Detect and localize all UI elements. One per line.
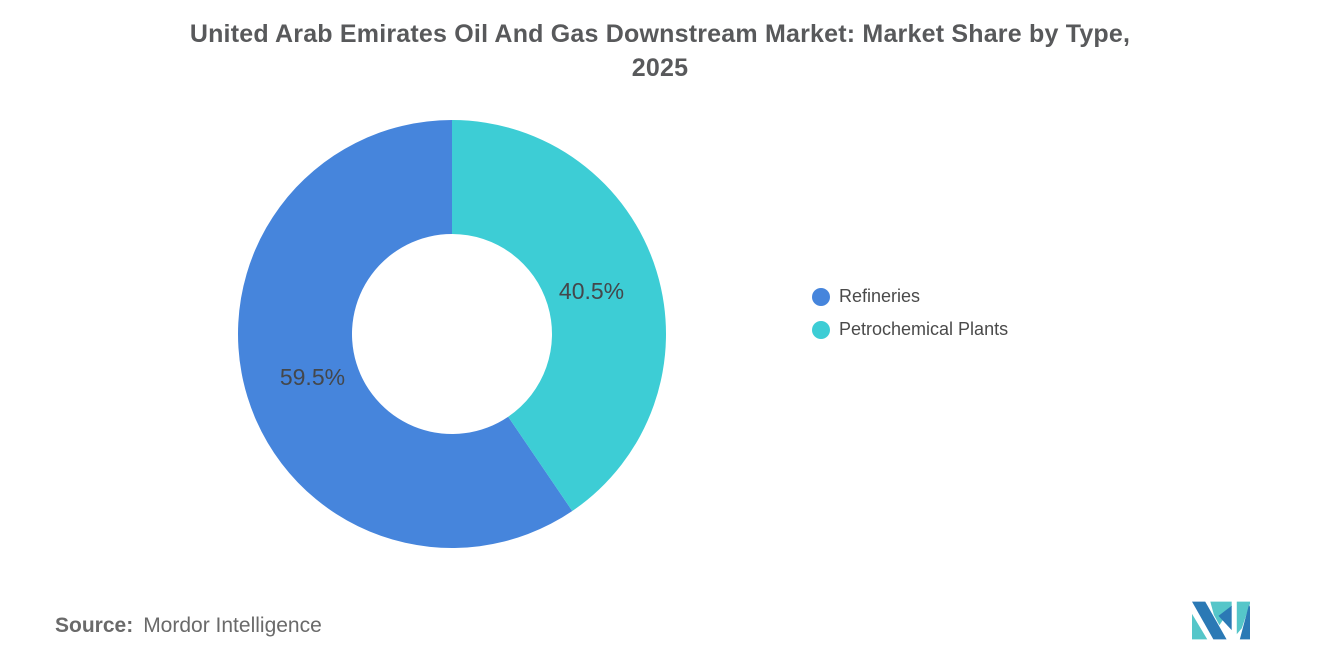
legend-label-refineries: Refineries bbox=[839, 286, 921, 306]
donut-slice-refineries[interactable] bbox=[237, 120, 573, 548]
chart-title-line2: 2025 bbox=[631, 54, 689, 82]
logo-shape-teal-right bbox=[1236, 601, 1250, 635]
logo-shape-blue-diagonal bbox=[1192, 601, 1227, 640]
legend-item-petrochemical-plants[interactable]: Petrochemical Plants bbox=[812, 320, 1008, 339]
logo-shape-blue-bar bbox=[1239, 604, 1250, 640]
legend-marker-refineries bbox=[812, 287, 830, 306]
logo-shape-teal-middle bbox=[1210, 601, 1232, 626]
mordor-intelligence-logo bbox=[1192, 601, 1250, 640]
legend-item-refineries[interactable]: Refineries bbox=[812, 287, 1008, 306]
chart-title-line1: United Arab Emirates Oil And Gas Downstr… bbox=[189, 20, 1131, 48]
chart-title: United Arab Emirates Oil And Gas Downstr… bbox=[0, 17, 1320, 85]
source-value: Mordor Intelligence bbox=[143, 614, 322, 637]
donut-chart: 59.5% 40.5% bbox=[236, 118, 668, 550]
slice-label-petrochemical-plants: 40.5% bbox=[559, 278, 624, 304]
slice-label-refineries: 59.5% bbox=[280, 364, 345, 390]
legend-label-petrochemical-plants: Petrochemical Plants bbox=[839, 319, 1009, 339]
legend-marker-petrochemical-plants bbox=[812, 320, 830, 339]
source-label: Source: bbox=[55, 614, 134, 637]
logo-shape-blue-notch bbox=[1218, 605, 1232, 631]
donut-slice-petrochemical-plants[interactable] bbox=[452, 120, 666, 511]
donut-chart-svg: 59.5% 40.5% bbox=[237, 120, 666, 548]
legend: Refineries Petrochemical Plants bbox=[812, 287, 1008, 353]
source-attribution: Source: Mordor Intelligence bbox=[55, 614, 322, 638]
